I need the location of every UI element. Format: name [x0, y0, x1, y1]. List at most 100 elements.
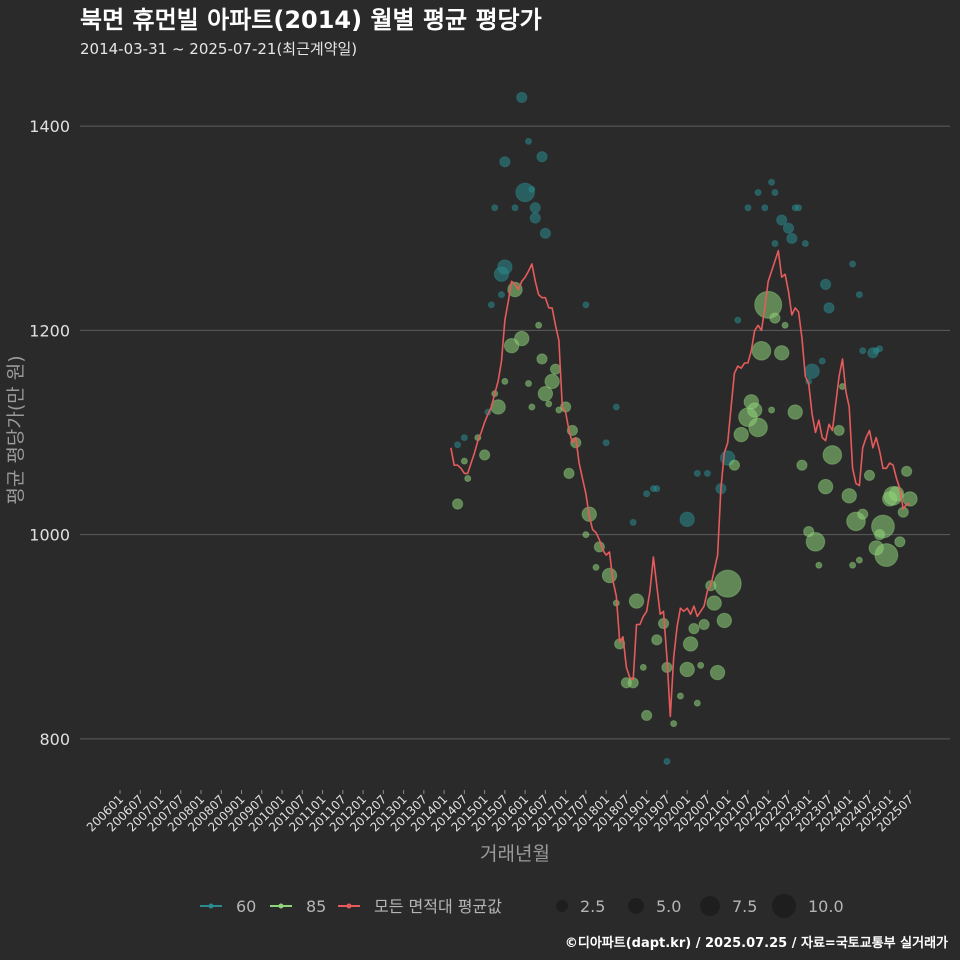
point-60-15	[539, 227, 551, 239]
point-60-33	[754, 188, 762, 196]
point-85-77	[857, 508, 869, 520]
point-85-2	[464, 474, 472, 482]
point-60-26	[679, 511, 695, 528]
point-60-39	[782, 222, 795, 234]
point-85-46	[693, 699, 701, 707]
point-60-31	[734, 316, 742, 324]
point-85-71	[833, 424, 845, 437]
point-85-12	[528, 403, 536, 411]
point-60-36	[771, 188, 779, 196]
point-85-48	[706, 595, 722, 611]
point-60-42	[795, 204, 803, 212]
legend-label-1: 85	[306, 897, 326, 916]
point-60-13	[529, 212, 541, 224]
x-axis-label: 거래년월	[480, 843, 550, 865]
point-60-12	[529, 202, 541, 214]
point-60-18	[582, 301, 590, 309]
scatter-points	[452, 91, 918, 765]
average-line-group	[450, 249, 910, 718]
point-85-14	[536, 353, 548, 365]
point-60-5	[491, 204, 499, 212]
point-85-57	[748, 417, 768, 438]
point-85-23	[563, 467, 575, 479]
point-60-24	[653, 485, 661, 493]
point-60-40	[786, 232, 798, 245]
point-85-53	[733, 426, 749, 443]
point-85-49	[709, 664, 726, 681]
chart-subtitle: 2014-03-31 ~ 2025-07-21(최근계약일)	[80, 40, 357, 58]
point-85-82	[874, 543, 899, 567]
point-85-39	[670, 720, 678, 728]
point-85-52	[728, 459, 741, 471]
legend-size-label-1: 5.0	[656, 897, 681, 916]
point-60-8	[516, 91, 528, 104]
point-85-58	[751, 340, 772, 361]
point-60-27	[703, 469, 711, 477]
legend-dot-1	[278, 903, 284, 909]
point-60-1	[460, 434, 468, 442]
point-85-74	[849, 561, 857, 569]
point-60-49	[855, 291, 863, 299]
source-footer: ©디아파트(dapt.kr) / 2025.07.25 / 자료=국토교통부 실…	[565, 935, 948, 951]
point-85-4	[479, 449, 491, 461]
point-60-10	[525, 137, 533, 145]
legend-size-circle-1	[628, 898, 644, 914]
point-85-50	[716, 612, 733, 629]
legend-label-0: 60	[236, 897, 256, 916]
legend-size-circle-2	[700, 896, 720, 916]
point-85-88	[901, 465, 913, 477]
point-60-21	[629, 518, 637, 526]
point-85-27	[592, 563, 600, 571]
point-60-11	[528, 185, 536, 193]
y-tick-800: 800	[39, 730, 70, 749]
point-85-24	[582, 531, 590, 539]
point-85-76	[855, 556, 863, 564]
point-60-28	[693, 469, 701, 477]
legend-dot-2	[346, 903, 352, 909]
legend-size-label-0: 2.5	[580, 897, 605, 916]
point-60-34	[761, 204, 769, 212]
point-85-81	[871, 514, 895, 539]
point-85-89	[902, 491, 918, 507]
point-85-56	[747, 402, 763, 418]
point-60-53	[872, 347, 880, 355]
point-60-48	[849, 260, 857, 268]
point-85-28	[601, 567, 618, 584]
point-60-45	[819, 278, 832, 290]
legend-size-label-2: 7.5	[732, 897, 757, 916]
legend-size-circle-3	[772, 894, 796, 918]
point-60-32	[744, 204, 752, 212]
point-60-25	[663, 757, 671, 765]
point-60-14	[536, 151, 548, 163]
point-85-86	[894, 536, 906, 548]
point-85-36	[651, 634, 663, 646]
point-85-7	[501, 377, 509, 385]
point-60-43	[801, 240, 809, 248]
point-60-7	[511, 204, 519, 212]
point-60-37	[776, 214, 788, 226]
point-85-63	[781, 321, 789, 329]
y-tick-1200: 1200	[29, 321, 70, 340]
point-85-17	[544, 373, 560, 390]
point-85-45	[697, 661, 705, 669]
legend-size-circle-0	[556, 900, 568, 912]
point-60-47	[818, 357, 826, 365]
point-85-61	[769, 312, 781, 324]
point-85-65	[796, 459, 808, 471]
point-60-17	[497, 291, 505, 299]
point-60-50	[859, 347, 867, 355]
point-85-33	[628, 593, 645, 609]
point-85-62	[774, 345, 790, 361]
point-85-41	[679, 661, 695, 678]
legend-label-2: 모든 면적대 평균값	[374, 897, 502, 916]
point-85-34	[639, 663, 647, 671]
point-85-68	[815, 561, 823, 569]
point-85-44	[698, 618, 710, 631]
point-85-11	[525, 379, 533, 387]
point-60-20	[612, 403, 620, 411]
point-60-6	[499, 156, 511, 168]
point-85-42	[682, 636, 699, 652]
legend: 60 85 모든 면적대 평균값 2.5 5.0 7.5 10.0	[200, 894, 844, 918]
